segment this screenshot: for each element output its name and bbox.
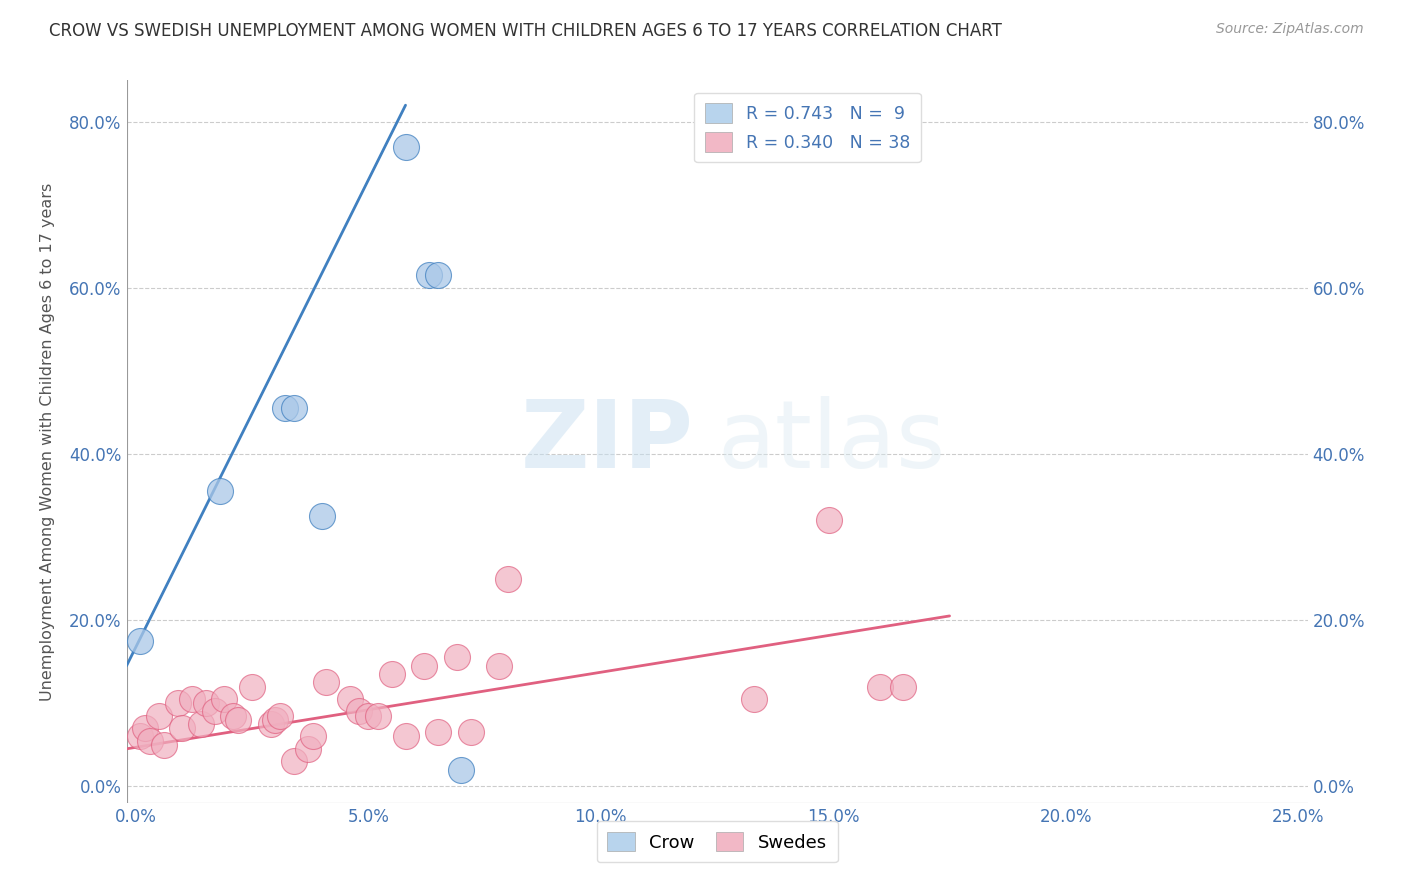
- Point: [427, 268, 450, 283]
- Point: [208, 484, 231, 499]
- Point: [264, 713, 287, 727]
- Point: [381, 667, 404, 681]
- Point: [129, 633, 152, 648]
- Legend: Crow, Swedes: Crow, Swedes: [596, 821, 838, 863]
- Point: [496, 572, 519, 586]
- Point: [446, 650, 468, 665]
- Point: [394, 730, 416, 744]
- Point: [139, 733, 162, 747]
- Point: [190, 717, 212, 731]
- Text: Source: ZipAtlas.com: Source: ZipAtlas.com: [1216, 22, 1364, 37]
- Point: [488, 658, 510, 673]
- Point: [260, 717, 283, 731]
- Point: [226, 713, 249, 727]
- Point: [418, 268, 440, 283]
- Point: [394, 139, 416, 153]
- Point: [450, 763, 472, 777]
- Point: [134, 721, 156, 735]
- Point: [166, 696, 188, 710]
- Point: [357, 708, 380, 723]
- Y-axis label: Unemployment Among Women with Children Ages 6 to 17 years: Unemployment Among Women with Children A…: [41, 183, 55, 700]
- Point: [148, 708, 170, 723]
- Point: [212, 692, 235, 706]
- Point: [742, 692, 765, 706]
- Point: [347, 705, 370, 719]
- Point: [817, 513, 839, 527]
- Text: atlas: atlas: [717, 395, 945, 488]
- Point: [222, 708, 245, 723]
- Point: [269, 708, 291, 723]
- Point: [172, 721, 194, 735]
- Point: [297, 741, 319, 756]
- Point: [283, 401, 305, 416]
- Text: CROW VS SWEDISH UNEMPLOYMENT AMONG WOMEN WITH CHILDREN AGES 6 TO 17 YEARS CORREL: CROW VS SWEDISH UNEMPLOYMENT AMONG WOMEN…: [49, 22, 1002, 40]
- Point: [413, 658, 436, 673]
- Text: ZIP: ZIP: [520, 395, 693, 488]
- Point: [273, 401, 295, 416]
- Point: [152, 738, 174, 752]
- Point: [283, 754, 305, 768]
- Point: [460, 725, 482, 739]
- Point: [427, 725, 450, 739]
- Point: [315, 675, 337, 690]
- Point: [339, 692, 361, 706]
- Point: [240, 680, 263, 694]
- Point: [367, 708, 389, 723]
- Point: [301, 730, 323, 744]
- Point: [194, 696, 217, 710]
- Point: [129, 730, 152, 744]
- Point: [891, 680, 914, 694]
- Point: [311, 509, 333, 524]
- Point: [180, 692, 202, 706]
- Point: [204, 705, 226, 719]
- Point: [869, 680, 891, 694]
